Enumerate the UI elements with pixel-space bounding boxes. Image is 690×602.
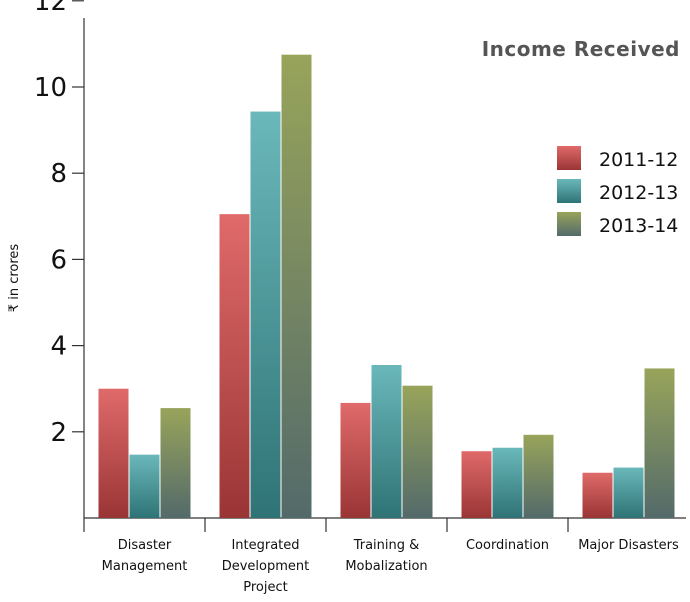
category-label: Coordination <box>466 538 549 553</box>
legend-swatch-2012-13 <box>557 179 581 203</box>
y-tick-label: 10 <box>34 73 67 103</box>
legend-label-2011-12: 2011-12 <box>599 149 678 171</box>
legend-swatch-2013-14 <box>557 212 581 236</box>
bar-2011-12-1 <box>219 214 250 518</box>
legend-label-2012-13: 2012-13 <box>599 182 678 204</box>
category-label: Integrated Development Project <box>222 538 310 595</box>
bar-2012-13-4 <box>613 467 644 518</box>
bars <box>98 54 675 519</box>
category-label: Training & Mobalization <box>345 538 427 574</box>
bar-2012-13-2 <box>371 364 402 518</box>
bar-2011-12-2 <box>340 402 371 518</box>
bar-2013-14-4 <box>644 368 675 518</box>
bar-2013-14-2 <box>402 385 433 518</box>
y-axis-label: ₹ in crores <box>7 244 22 313</box>
y-tick-label: 2 <box>50 418 67 448</box>
bar-2013-14-3 <box>523 434 554 518</box>
category-label: Major Disasters <box>578 538 679 553</box>
category-label: Disaster Management <box>102 538 188 574</box>
chart-title: Income Received <box>482 37 680 61</box>
bar-2012-13-1 <box>250 111 281 518</box>
bar-2012-13-3 <box>492 447 523 518</box>
y-tick-label: 12 <box>34 0 67 17</box>
y-tick-label: 6 <box>50 245 67 275</box>
legend: 2011-12 2012-13 2013-14 <box>557 146 678 237</box>
labels: Disaster Management Integrated Development P… <box>102 538 679 595</box>
y-tick-label: 4 <box>50 332 67 362</box>
legend-swatch-2011-12 <box>557 146 581 170</box>
bar-2011-12-3 <box>461 451 492 518</box>
bar-2011-12-4 <box>582 472 613 518</box>
bar-2013-14-0 <box>160 408 191 518</box>
bar-2013-14-1 <box>281 54 312 519</box>
bar-2012-13-0 <box>129 454 160 518</box>
legend-label-2013-14: 2013-14 <box>599 215 678 237</box>
bar-2011-12-0 <box>98 388 129 518</box>
y-tick-label: 8 <box>50 159 67 189</box>
